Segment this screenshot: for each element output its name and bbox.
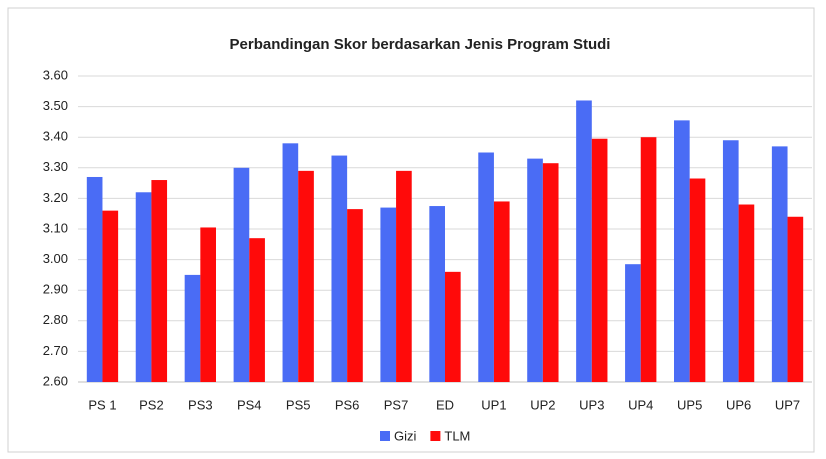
x-tick-label: UP1 <box>481 397 506 412</box>
chart-title: Perbandingan Skor berdasarkan Jenis Prog… <box>230 36 611 53</box>
x-tick-label: PS4 <box>237 397 262 412</box>
bar <box>86 176 103 382</box>
bar <box>151 180 168 382</box>
x-tick-label: PS 1 <box>88 397 116 412</box>
y-tick-label: 3.00 <box>43 251 68 266</box>
y-tick-label: 3.30 <box>43 159 68 174</box>
x-tick-label: PS6 <box>335 397 360 412</box>
x-tick-label: PS3 <box>188 397 213 412</box>
bar <box>298 170 314 382</box>
bar <box>233 167 250 382</box>
legend-label: TLM <box>444 428 470 443</box>
y-tick-label: 2.90 <box>43 282 68 297</box>
bar <box>331 155 348 382</box>
x-tick-label: UP5 <box>677 397 702 412</box>
y-tick-label: 3.50 <box>43 98 68 113</box>
x-tick-label: UP7 <box>775 397 800 412</box>
bar <box>542 163 559 382</box>
bar <box>347 209 363 382</box>
y-tick-label: 3.60 <box>43 67 68 82</box>
y-tick-label: 2.60 <box>43 373 68 388</box>
x-tick-label: UP6 <box>726 397 751 412</box>
bar <box>184 274 201 382</box>
bar <box>591 138 608 382</box>
bar <box>396 170 412 382</box>
bar <box>787 216 804 382</box>
bar <box>576 100 592 382</box>
bar <box>380 207 397 382</box>
bar <box>689 178 706 382</box>
x-tick-label: UP4 <box>628 397 653 412</box>
bar <box>625 264 641 382</box>
y-tick-label: 2.80 <box>43 312 68 327</box>
y-tick-label: 3.40 <box>43 129 68 144</box>
bar <box>674 120 690 383</box>
x-tick-label: ED <box>436 397 454 412</box>
bar <box>527 158 543 382</box>
x-tick-label: PS2 <box>139 397 164 412</box>
y-tick-label: 3.10 <box>43 220 68 235</box>
legend-swatch <box>430 431 441 441</box>
y-tick-label: 2.70 <box>43 343 68 358</box>
bar <box>640 137 657 382</box>
legend-swatch <box>380 431 390 441</box>
bar <box>249 238 265 382</box>
x-tick-label: PS5 <box>286 397 311 412</box>
bar <box>102 210 119 382</box>
legend-label: Gizi <box>394 428 417 443</box>
bar <box>771 146 788 382</box>
bar <box>429 206 445 382</box>
y-tick-label: 3.20 <box>43 190 68 205</box>
bar <box>478 152 494 382</box>
bar <box>722 140 739 382</box>
bar <box>738 204 755 382</box>
bar <box>282 143 299 382</box>
x-tick-label: UP3 <box>579 397 604 412</box>
bar <box>200 227 216 382</box>
bar <box>445 271 461 382</box>
bar <box>135 192 152 382</box>
bar <box>493 201 510 382</box>
x-tick-label: PS7 <box>384 397 409 412</box>
x-tick-label: UP2 <box>530 397 555 412</box>
